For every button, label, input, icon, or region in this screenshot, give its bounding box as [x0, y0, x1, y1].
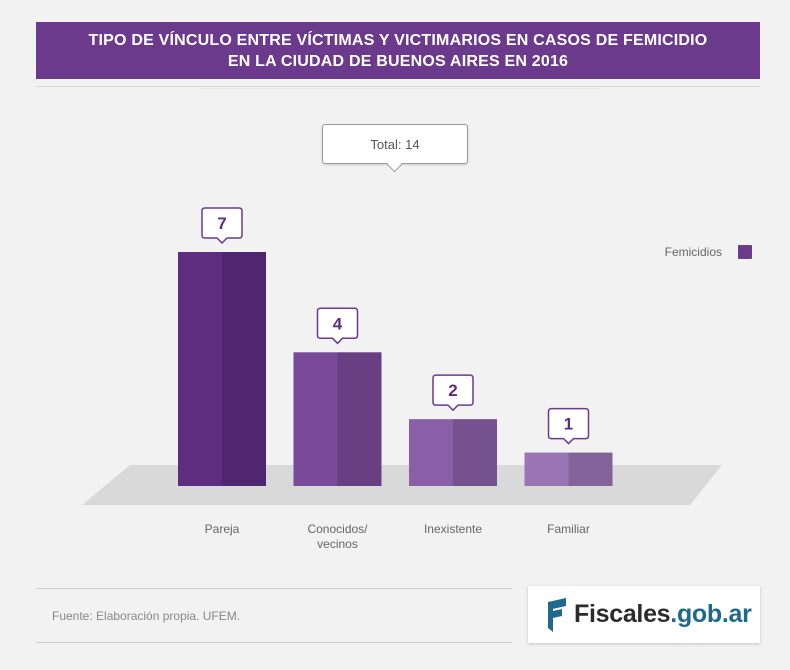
- total-callout: Total: 14: [322, 124, 468, 164]
- value-callout-0: [201, 207, 243, 245]
- x-label-3-line-0: Familiar: [547, 522, 590, 536]
- x-label-1-line-1: vecinos: [317, 537, 358, 551]
- logo-text: Fiscales.gob.ar: [574, 600, 752, 629]
- x-label-3: Familiar: [547, 522, 590, 536]
- x-label-2-line-0: Inexistente: [424, 522, 482, 536]
- bar-0-right: [222, 252, 266, 486]
- bar-2-right: [453, 419, 497, 486]
- title-divider-shadow: [200, 88, 600, 89]
- data-label-1: 4: [333, 314, 343, 333]
- x-label-0-line-0: Pareja: [205, 522, 240, 536]
- title-divider: [36, 86, 760, 87]
- data-label-2: 2: [448, 381, 457, 400]
- value-callouts-group: 7 4 2 1: [201, 207, 590, 445]
- x-label-0: Pareja: [205, 522, 240, 536]
- value-callout-3: [547, 407, 590, 445]
- bar-2-left: [409, 419, 453, 486]
- legend: Femicidios: [665, 245, 752, 259]
- footer-divider-bottom: [36, 642, 512, 643]
- x-label-1-line-0: Conocidos/: [307, 522, 368, 536]
- bar-1-left: [293, 352, 338, 486]
- source-note: Fuente: Elaboración propia. UFEM.: [52, 609, 241, 623]
- data-label-0: 7: [217, 214, 226, 233]
- value-callout-1: [316, 307, 359, 345]
- bar-3-right: [568, 452, 613, 486]
- x-labels-group: Pareja Conocidos/vecinos Inexistente Famili…: [205, 522, 590, 551]
- bars-group: [178, 252, 613, 486]
- x-label-1: Conocidos/vecinos: [307, 522, 368, 551]
- chart-title-line-2: EN LA CIUDAD DE BUENOS AIRES EN 2016: [227, 52, 569, 70]
- chart-title-line-1: TIPO DE VÍNCULO ENTRE VÍCTIMAS Y VICTIMA…: [88, 31, 708, 49]
- value-callout-2: [432, 374, 474, 412]
- legend-swatch: [738, 245, 752, 259]
- data-label-3: 1: [564, 415, 573, 434]
- x-label-2: Inexistente: [424, 522, 482, 536]
- total-label: Total: 14: [370, 136, 420, 152]
- bar-0-left: [178, 252, 222, 486]
- logo-suffix: .gob.ar: [670, 600, 752, 628]
- bar-1-right: [337, 352, 382, 486]
- bar-3-left: [524, 452, 569, 486]
- fiscales-flag-icon: [548, 597, 566, 632]
- footer-divider-top: [36, 588, 512, 589]
- chart-title-bar: TIPO DE VÍNCULO ENTRE VÍCTIMAS Y VICTIMA…: [36, 22, 760, 79]
- fiscales-logo: Fiscales.gob.ar: [528, 586, 760, 643]
- legend-label: Femicidios: [664, 245, 722, 259]
- logo-main: Fiscales: [574, 600, 671, 628]
